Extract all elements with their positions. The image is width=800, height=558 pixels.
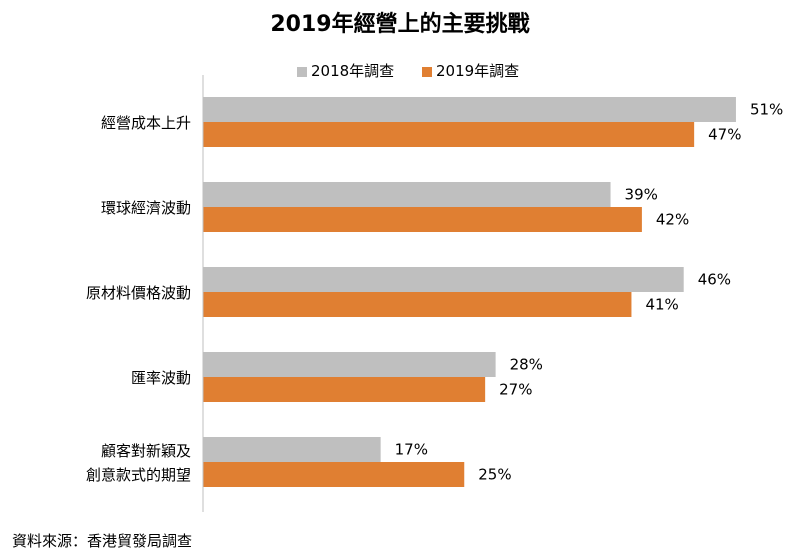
data-label-2018-4: 17%	[395, 441, 428, 459]
bar-2019-2	[203, 292, 632, 317]
data-label-2019-3: 27%	[499, 381, 532, 399]
legend-swatch-2019	[422, 66, 432, 77]
bar-2019-1	[203, 207, 642, 232]
legend-item-2018: 2018年調查	[297, 60, 394, 82]
legend: 2018年調查 2019年調查	[0, 60, 800, 82]
bar-2019-4	[203, 462, 465, 487]
source-note: 資料來源：香港貿發局調查	[12, 532, 193, 550]
data-label-2019-1: 42%	[656, 211, 689, 229]
bar-2018-4	[203, 437, 381, 462]
category-label-4-1: 創意款式的期望	[86, 466, 191, 484]
legend-label-2018: 2018年調查	[311, 62, 395, 80]
category-label-2: 原材料價格波動	[86, 284, 191, 302]
data-label-2019-4: 25%	[478, 466, 511, 484]
bar-2018-1	[203, 182, 611, 207]
data-label-2018-3: 28%	[510, 356, 543, 374]
chart-title: 2019年經營上的主要挑戰	[270, 12, 530, 37]
category-label-3: 匯率波動	[131, 369, 191, 387]
legend-swatch-2018	[297, 66, 307, 77]
bar-2018-3	[203, 352, 496, 377]
data-label-2018-0: 51%	[750, 101, 783, 119]
data-label-2019-0: 47%	[708, 126, 741, 144]
legend-label-2019: 2019年調查	[436, 62, 520, 80]
category-label-1: 環球經濟波動	[101, 199, 191, 217]
data-label-2019-2: 41%	[645, 296, 678, 314]
bar-2018-2	[203, 267, 684, 292]
data-label-2018-1: 39%	[625, 186, 658, 204]
category-label-0: 經營成本上升	[101, 114, 191, 132]
data-label-2018-2: 46%	[698, 271, 731, 289]
legend-item-2019: 2019年調查	[422, 60, 519, 82]
bar-2019-3	[203, 377, 486, 402]
bar-2018-0	[203, 97, 736, 122]
category-label-4-0: 顧客對新穎及	[101, 442, 191, 460]
bar-2019-0	[203, 122, 695, 147]
